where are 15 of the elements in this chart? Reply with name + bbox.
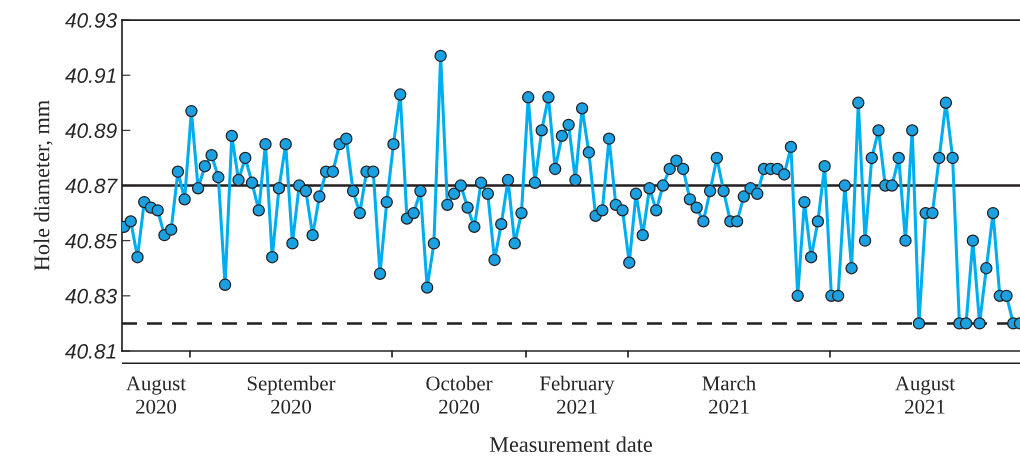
y-tick-label: 40.83 [65, 288, 117, 304]
x-axis-title: Measurement date [489, 436, 652, 453]
text: October 2020 [426, 375, 493, 414]
y-tick-label: 40.91 [65, 68, 116, 83]
text: August 2020 [126, 376, 186, 414]
y-axis-title: Hole diameter, mm [33, 100, 53, 271]
y-tick-label: 40.85 [65, 233, 118, 249]
text: September 2020 [247, 375, 336, 414]
y-tick-label: 40.93 [65, 13, 117, 28]
y-tick-label: 40.81 [65, 343, 116, 359]
y-tick-label: 40.89 [65, 123, 117, 139]
text: February 2021 [540, 375, 615, 414]
text: August 2021 [895, 376, 955, 414]
text: March 2021 [702, 375, 756, 414]
y-tick-label: 40.87 [65, 178, 118, 194]
